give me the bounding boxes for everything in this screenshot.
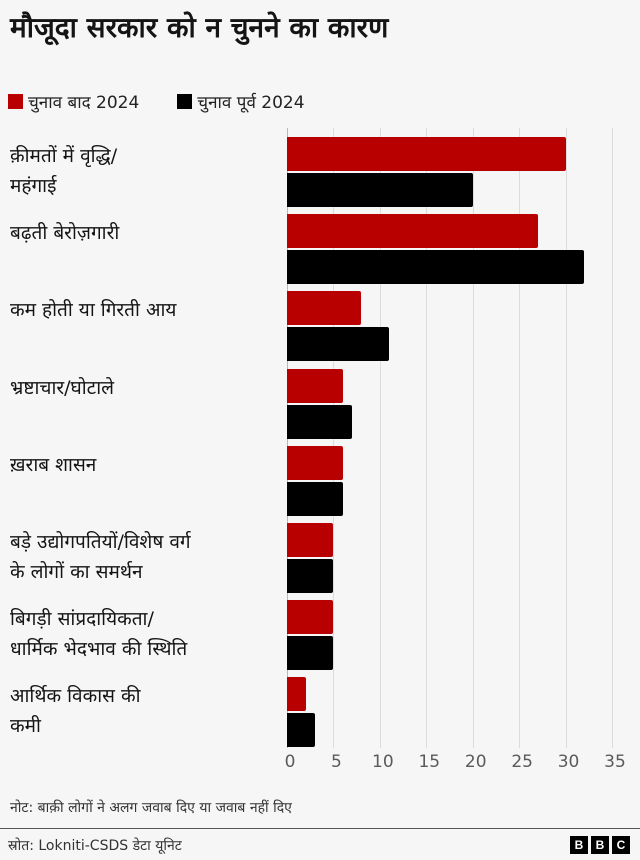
gridline bbox=[565, 128, 567, 748]
bar-pre-election bbox=[287, 404, 352, 439]
bar-post-election bbox=[287, 445, 343, 480]
legend-swatch-red bbox=[8, 93, 23, 109]
bar-post-election bbox=[287, 368, 343, 403]
bbc-logo-letter: C bbox=[612, 836, 630, 854]
chart-source: स्रोत: Lokniti-CSDS डेटा यूनिट bbox=[8, 838, 182, 854]
bbc-logo-letter: B bbox=[591, 836, 609, 854]
gridline bbox=[519, 128, 521, 748]
divider bbox=[0, 828, 640, 829]
bar-post-election bbox=[287, 291, 362, 326]
bar-post-election bbox=[287, 214, 538, 249]
x-tick-label: 30 bbox=[557, 752, 580, 772]
category-label: आर्थिक विकास की कमी bbox=[10, 681, 280, 741]
x-tick-label: 25 bbox=[511, 752, 533, 772]
legend: चुनाव बाद 2024 चुनाव पूर्व 2024 bbox=[8, 90, 343, 113]
category-label: बढ़ती बेरोज़गारी bbox=[10, 218, 280, 248]
bbc-logo-letter: B bbox=[570, 836, 588, 854]
category-label: भ्रष्टाचार/घोटाले bbox=[10, 373, 280, 403]
x-tick-label: 5 bbox=[331, 752, 342, 772]
plot-area bbox=[287, 128, 617, 748]
category-label-line: कमी bbox=[10, 715, 41, 738]
gridline bbox=[612, 128, 613, 748]
legend-item-post-election: चुनाव बाद 2024 bbox=[8, 90, 139, 113]
category-label-line: बढ़ती बेरोज़गारी bbox=[10, 222, 120, 245]
category-label: ख़राब शासन bbox=[10, 450, 280, 480]
category-label-line: कम होती या गिरती आय bbox=[10, 299, 177, 322]
legend-label: चुनाव बाद 2024 bbox=[28, 92, 140, 113]
x-tick-label: 10 bbox=[372, 752, 394, 772]
category-label-line: धार्मिक भेदभाव की स्थिति bbox=[10, 638, 188, 661]
bar-post-election bbox=[287, 600, 334, 635]
bar-pre-election bbox=[287, 713, 315, 748]
category-label-line: क़ीमतों में वृद्धि/ bbox=[10, 145, 118, 167]
bar-pre-election bbox=[287, 327, 390, 362]
x-tick-label: 35 bbox=[604, 752, 626, 772]
category-label-line: ख़राब शासन bbox=[10, 453, 97, 476]
legend-item-pre-election: चुनाव पूर्व 2024 bbox=[177, 90, 305, 113]
bar-pre-election bbox=[287, 559, 334, 593]
bar-post-election bbox=[287, 523, 334, 557]
chart-note: नोट: बाक़ी लोगों ने अलग जवाब दिए या जवाब… bbox=[10, 800, 292, 816]
bbc-logo: B B C bbox=[567, 836, 630, 854]
category-label: बड़े उद्योगपतियों/विशेष वर्ग के लोगों का … bbox=[10, 527, 280, 587]
bar-pre-election bbox=[287, 481, 343, 516]
category-label-line: भ्रष्टाचार/घोटाले bbox=[10, 376, 115, 399]
category-label-line: के लोगों का समर्थन bbox=[10, 561, 143, 583]
bar-post-election bbox=[287, 137, 566, 171]
category-label-line: आर्थिक विकास की bbox=[10, 685, 141, 708]
category-label-line: महंगाई bbox=[10, 175, 57, 197]
bar-pre-election bbox=[287, 173, 473, 207]
bar-post-election bbox=[287, 677, 306, 712]
category-label-line: बड़े उद्योगपतियों/विशेष वर्ग bbox=[10, 531, 191, 553]
bar-pre-election bbox=[287, 250, 585, 285]
legend-label: चुनाव पूर्व 2024 bbox=[197, 92, 305, 113]
category-label: बिगड़ी सांप्रदायिकता/ धार्मिक भेदभाव की स… bbox=[10, 604, 280, 664]
chart-title: मौजूदा सरकार को न चुनने का कारण bbox=[10, 11, 389, 44]
legend-swatch-black bbox=[177, 93, 193, 109]
x-tick-label: 20 bbox=[464, 752, 487, 772]
x-tick-label: 15 bbox=[418, 752, 441, 772]
x-tick-label: 0 bbox=[284, 752, 296, 772]
bar-pre-election bbox=[287, 636, 334, 671]
category-label: कम होती या गिरती आय bbox=[10, 295, 280, 325]
category-label-line: बिगड़ी सांप्रदायिकता/ bbox=[10, 608, 154, 631]
gridline bbox=[426, 128, 428, 748]
category-label: क़ीमतों में वृद्धि/ महंगाई bbox=[10, 141, 280, 201]
gridline bbox=[472, 128, 474, 748]
gridline bbox=[379, 128, 381, 748]
